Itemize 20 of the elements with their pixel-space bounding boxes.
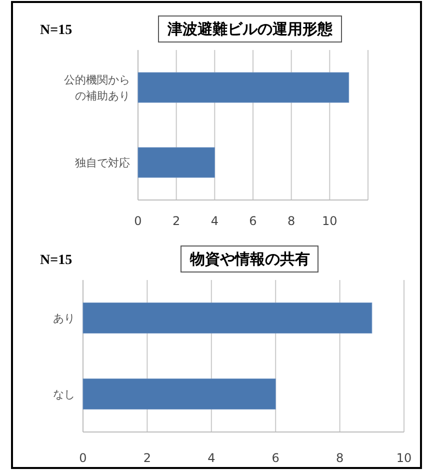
text: N=15 [40,253,72,268]
x-tick-label: 0 [79,451,87,465]
y-tick-label: 独自で対応 [75,156,130,170]
chart-title: 物資や情報の共有 [189,250,310,268]
x-tick-label: 10 [322,214,338,228]
x-tick-label: 10 [396,451,412,465]
x-tick-label: 2 [143,451,152,465]
x-tick-label: 4 [210,214,218,228]
x-tick-label: 8 [288,214,296,228]
x-tick-label: 6 [249,214,257,228]
y-tick-label: なし [53,388,75,401]
y-tick-label: 公的機関からの補助あり [64,74,130,102]
x-tick-label: 2 [172,214,180,228]
x-tick-label: 0 [134,214,142,228]
chart-title: 津波避難ビルの運用形態 [166,20,334,38]
text: N=15 [40,23,72,38]
y-tick-label: あり [53,312,75,325]
x-tick-label: 4 [208,451,216,465]
x-tick-label: 8 [336,451,344,465]
x-tick-label: 6 [272,451,280,465]
